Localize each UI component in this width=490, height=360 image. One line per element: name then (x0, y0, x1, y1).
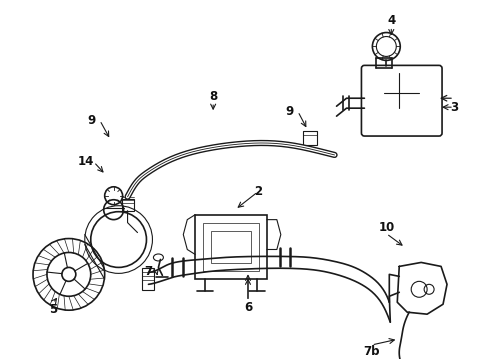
Bar (303, 131, 317, 145)
Bar (211, 231, 251, 264)
Text: 10: 10 (378, 221, 394, 234)
Text: 5: 5 (49, 303, 57, 316)
Text: 7b: 7b (363, 345, 380, 357)
Text: 8: 8 (209, 90, 217, 103)
Text: 14: 14 (77, 156, 94, 168)
Text: 6: 6 (244, 301, 252, 314)
Bar (122, 199, 134, 211)
Text: 4: 4 (387, 14, 395, 27)
Text: 9: 9 (286, 105, 294, 118)
Text: 7: 7 (145, 265, 152, 278)
Bar (143, 269, 154, 290)
Text: 2: 2 (254, 185, 262, 198)
Bar (203, 222, 259, 271)
Text: 9: 9 (88, 114, 96, 127)
Text: 3: 3 (450, 101, 458, 114)
